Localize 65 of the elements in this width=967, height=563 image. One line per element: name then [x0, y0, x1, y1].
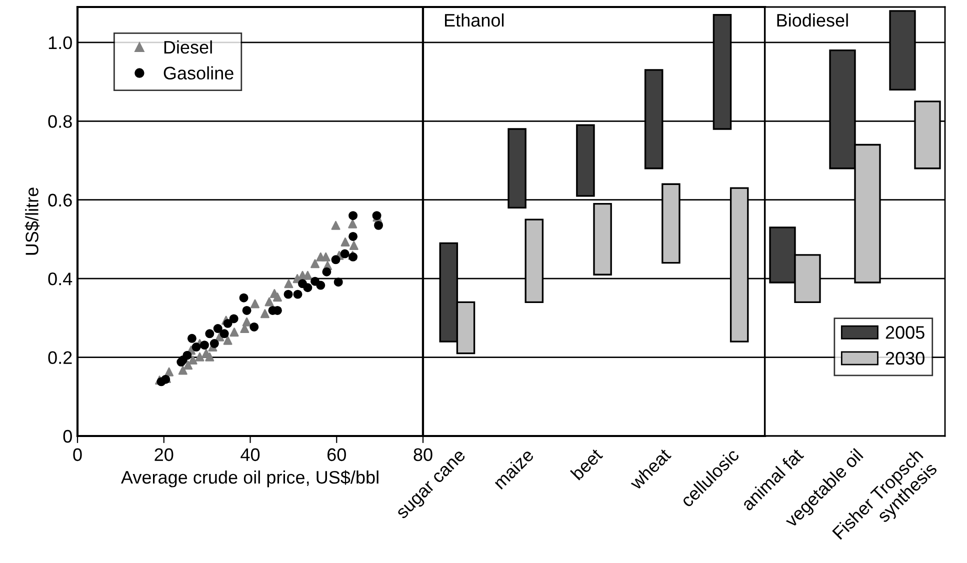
- point: [182, 350, 192, 360]
- point: [220, 329, 229, 338]
- x-axis-title: Average crude oil price, US$/bbl: [120, 470, 378, 488]
- point: [187, 334, 196, 343]
- point: [210, 339, 219, 348]
- point: [213, 324, 222, 334]
- point: [272, 292, 282, 302]
- point: [205, 329, 214, 338]
- point: [200, 340, 209, 350]
- point: [310, 259, 320, 268]
- point: [250, 299, 260, 308]
- point: [250, 322, 259, 332]
- point: [164, 367, 174, 376]
- legend-label: Gasoline: [164, 66, 234, 80]
- point: [242, 306, 252, 315]
- y-tick-label: 0.4: [48, 272, 72, 286]
- point: [331, 255, 340, 264]
- point: [348, 232, 358, 241]
- x-tick-label: 40: [240, 448, 260, 462]
- x-tick-label: 20: [154, 448, 174, 462]
- bar: [593, 202, 612, 276]
- x-tick-label: 80: [414, 448, 432, 462]
- point: [205, 352, 214, 362]
- point: [303, 283, 312, 292]
- point: [260, 309, 270, 318]
- x-tick-label: 60: [328, 448, 346, 462]
- y-tick-label: 0: [63, 430, 72, 443]
- bar: [576, 124, 595, 197]
- point: [331, 220, 340, 230]
- legend-label: 2030: [886, 352, 924, 365]
- point: [223, 336, 232, 345]
- point: [293, 290, 302, 299]
- point: [178, 366, 188, 375]
- point: [184, 360, 193, 370]
- y-axis-title: US$/litre: [24, 188, 40, 255]
- point: [195, 352, 204, 362]
- point: [192, 342, 201, 352]
- y-tick-label: 1.0: [48, 36, 72, 50]
- annotation: Biodiesel: [777, 13, 848, 27]
- point: [229, 314, 238, 324]
- point: [322, 267, 332, 276]
- point: [340, 237, 350, 246]
- point: [348, 219, 358, 228]
- y-tick-label: 0.2: [48, 351, 72, 364]
- legend-label: 2005: [886, 326, 924, 339]
- point: [340, 249, 350, 258]
- legend-label: Diesel: [164, 40, 212, 54]
- y-tick-label: 0.8: [48, 115, 72, 128]
- point: [223, 318, 232, 328]
- point: [284, 290, 293, 299]
- point: [188, 356, 198, 365]
- point: [334, 278, 343, 287]
- point: [284, 279, 294, 288]
- point: [348, 211, 358, 220]
- point: [374, 220, 384, 230]
- point: [230, 328, 239, 337]
- point: [242, 317, 252, 326]
- x-tick-label: 0: [73, 448, 82, 462]
- y-tick-label: 0.6: [48, 194, 72, 207]
- point: [349, 241, 358, 250]
- point: [239, 293, 248, 302]
- point: [264, 297, 274, 306]
- annotation: Ethanol: [445, 13, 504, 27]
- point: [316, 280, 326, 290]
- point: [321, 252, 330, 262]
